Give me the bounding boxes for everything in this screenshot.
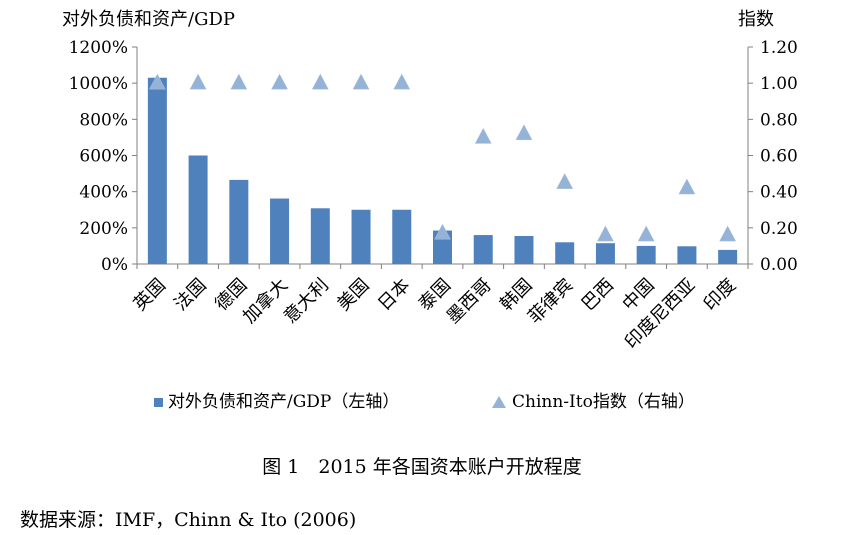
left-tick-label: 1200% [69, 38, 128, 58]
left-tick-label: 800% [79, 110, 128, 130]
bar [147, 77, 167, 264]
right-tick-label: 0.80 [760, 110, 798, 130]
left-tick-label: 400% [79, 183, 128, 203]
legend: 对外负债和资产/GDP（左轴） Chinn-Ito指数（右轴） [154, 392, 695, 412]
triangle-marker [597, 225, 614, 242]
right-tick-label: 0.60 [760, 147, 798, 167]
bar [392, 209, 412, 264]
triangle-marker [556, 173, 574, 189]
triangle-marker [678, 178, 696, 195]
left-tick-label: 1000% [69, 74, 128, 94]
bar [636, 245, 656, 264]
right-tick-label: 0.20 [760, 219, 798, 239]
triangle-marker [352, 73, 370, 90]
bar [229, 179, 249, 264]
triangle-marker [637, 225, 655, 242]
triangle-marker [474, 127, 492, 144]
category-label: 墨西哥 [443, 275, 496, 328]
category-label: 日本 [374, 275, 414, 315]
triangle-marker [434, 223, 451, 240]
left-tick-label: 200% [79, 219, 128, 239]
left-tick-label: 0% [101, 255, 128, 275]
category-label: 美国 [333, 275, 373, 315]
bar [270, 198, 290, 264]
category-label: 英国 [130, 275, 170, 315]
bar [595, 243, 615, 264]
bar [310, 208, 330, 264]
right-tick-label: 1.20 [760, 38, 798, 58]
legend-bar-swatch [154, 398, 163, 407]
bar [555, 242, 575, 264]
legend-bar-label: 对外负债和资产/GDP（左轴） [168, 392, 399, 412]
triangle-marker [719, 225, 737, 242]
triangle-marker [311, 73, 329, 90]
right-tick-label: 0.40 [760, 183, 798, 203]
data-source-note: 数据来源：IMF，Chinn & Ito (2006) [20, 509, 357, 531]
figure-caption: 图 1 2015 年各国资本账户开放程度 [262, 456, 582, 478]
bar [351, 209, 371, 264]
left-axis-title: 对外负债和资产/GDP [62, 9, 235, 30]
category-label: 菲律宾 [524, 275, 577, 328]
category-label: 印度 [700, 275, 740, 315]
category-label: 加拿大 [238, 274, 292, 328]
category-label: 巴西 [578, 275, 618, 315]
bar [473, 235, 493, 264]
bar [677, 246, 697, 264]
triangle-marker [271, 73, 288, 90]
right-axis-title: 指数 [738, 9, 774, 30]
left-tick-label: 600% [79, 147, 128, 167]
triangle-marker [393, 73, 411, 90]
legend-triangle-swatch [492, 396, 506, 408]
bar [718, 249, 738, 264]
bar [188, 155, 208, 264]
plot-area: 0% 0.00 200% 0.20 400% 0.40 600% 0.60 800% 0.80 10… [69, 38, 798, 353]
category-label: 法国 [170, 275, 210, 315]
triangle-marker [515, 124, 533, 141]
legend-triangle-label: Chinn-Ito指数（右轴） [512, 392, 695, 412]
triangle-marker [189, 73, 207, 90]
triangle-marker [148, 73, 166, 90]
category-label: 意大利 [280, 275, 333, 328]
right-tick-label: 0.00 [760, 255, 798, 275]
chart: 对外负债和资产/GDP 指数 0% 0.00 200% 0.20 400% 0.40 600… [62, 9, 798, 412]
bar [514, 235, 534, 264]
right-tick-label: 1.00 [760, 74, 798, 94]
triangle-marker [230, 73, 248, 90]
